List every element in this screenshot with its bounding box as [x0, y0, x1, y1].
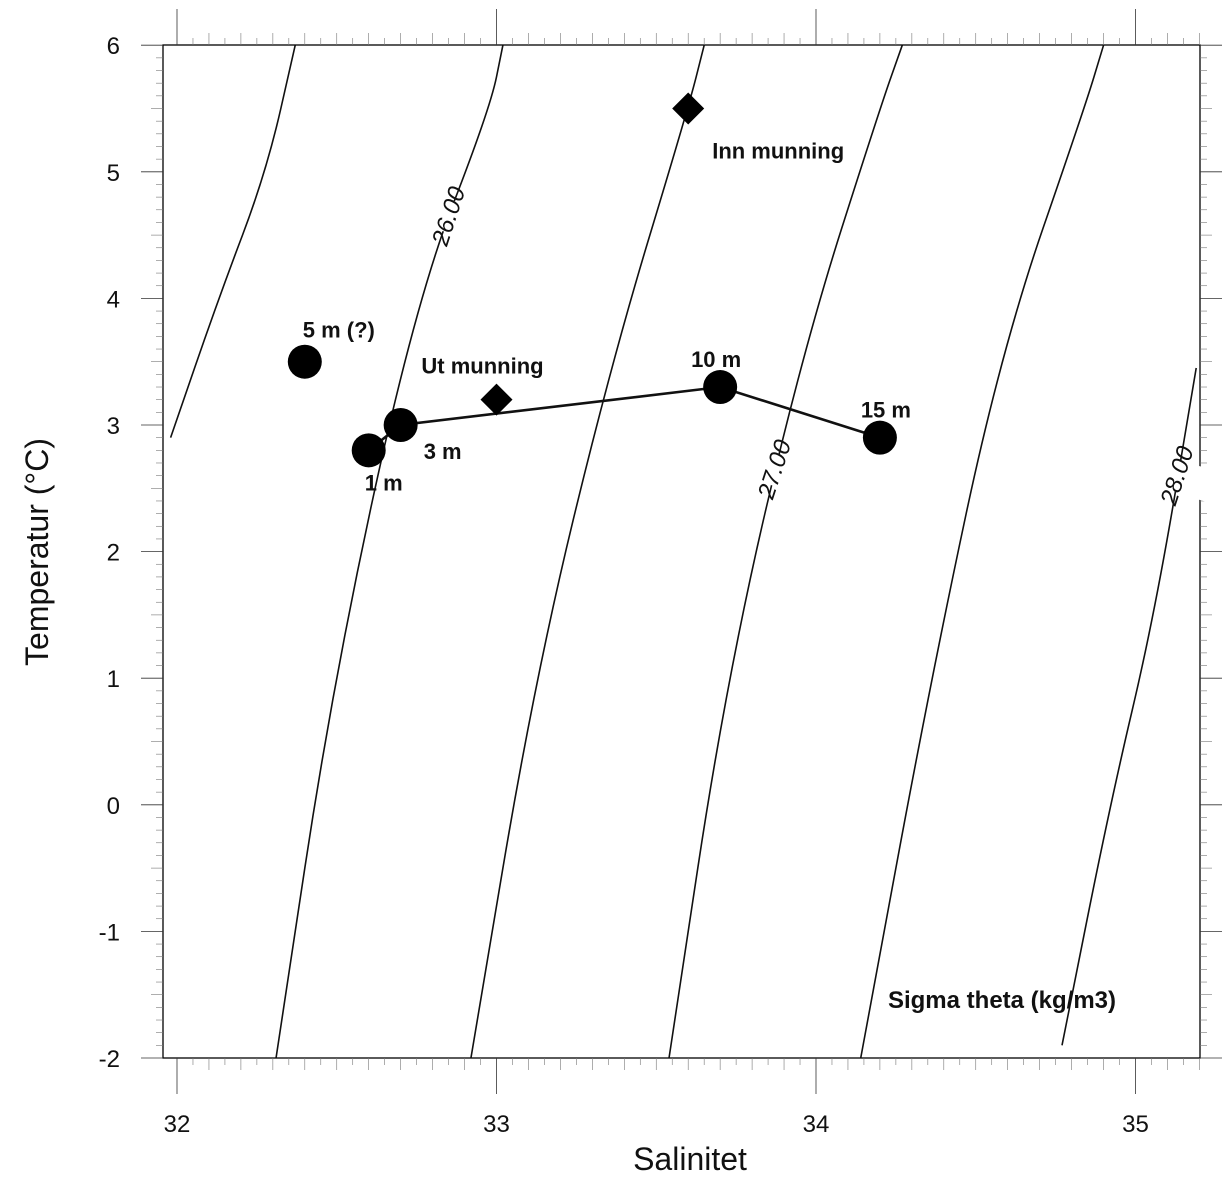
isopycnal-label-gap: [1135, 448, 1219, 503]
isopycnal-line: [169, 45, 296, 438]
circle-marker: [383, 408, 418, 442]
isopycnal-label-gap: [733, 442, 816, 497]
isopycnal-line: [275, 45, 504, 1059]
y-tick-label: 0: [107, 793, 120, 820]
y-tick-label: 1: [107, 666, 120, 693]
x-tick-label: 35: [1122, 1111, 1149, 1138]
point-label: 1 m: [365, 470, 403, 495]
x-tick-label: 33: [483, 1111, 510, 1138]
isopycnal-line: [859, 44, 1105, 1059]
y-axis-title: Temperatur (°C): [19, 438, 55, 666]
y-tick-label: 4: [107, 286, 120, 313]
y-tick-label: 2: [107, 540, 120, 567]
circle-marker: [351, 433, 386, 468]
point-label: Inn munning: [712, 139, 844, 164]
isopycnal-line: [668, 44, 904, 1059]
data-series: 1 m 3 m 10 m 15 m 5 m (?) Ut munning Inn munni…: [287, 92, 911, 495]
profile-line: [367, 385, 881, 452]
y-tick-label: 6: [107, 33, 120, 60]
point-label: 10 m: [691, 347, 741, 372]
point-label: 15 m: [861, 398, 911, 423]
y-tick-label: 3: [107, 413, 120, 440]
y-tick-label: -2: [99, 1046, 120, 1073]
point-label: 5 m (?): [303, 318, 375, 343]
y-tick-label: 5: [107, 160, 120, 187]
point-label: 3 m: [424, 439, 462, 464]
circle-marker: [703, 370, 738, 405]
x-tick-label: 34: [803, 1111, 830, 1138]
circle-marker: [287, 344, 322, 379]
diamond-marker: [480, 383, 513, 416]
isopycnal-line: [470, 45, 705, 1059]
circle-marker: [862, 420, 897, 455]
contour-legend-title: Sigma theta (kg/m3): [888, 987, 1116, 1014]
y-tick-label: -1: [99, 919, 120, 946]
isopycnal-label-gap: [407, 189, 490, 244]
plot-frame: [162, 44, 1201, 1059]
x-tick-label: 32: [164, 1111, 191, 1138]
point-label: Ut munning: [421, 354, 543, 379]
isopycnal-line: [1061, 367, 1197, 1046]
x-axis-title: Salinitet: [633, 1141, 747, 1177]
diamond-marker: [672, 92, 705, 125]
